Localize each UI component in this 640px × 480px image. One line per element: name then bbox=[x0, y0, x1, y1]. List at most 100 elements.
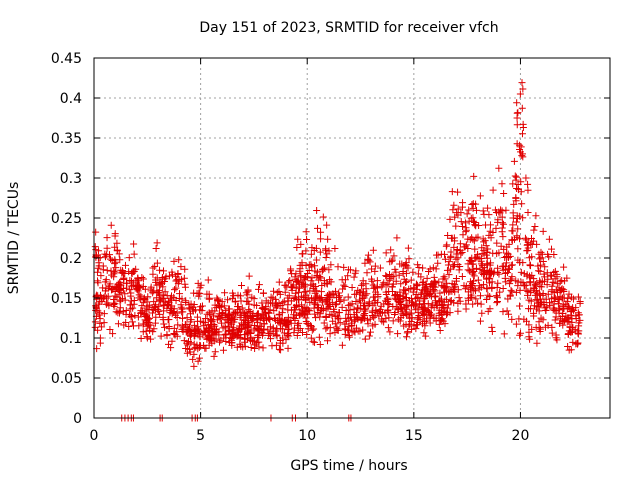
data-point bbox=[127, 292, 135, 300]
x-tick-label: 5 bbox=[196, 428, 205, 444]
data-point bbox=[382, 249, 390, 257]
data-point bbox=[250, 337, 258, 345]
data-point bbox=[125, 268, 133, 276]
data-point bbox=[256, 327, 264, 335]
y-tick-label: 0.35 bbox=[51, 131, 82, 147]
data-point bbox=[159, 313, 167, 321]
data-point bbox=[451, 213, 459, 221]
data-point bbox=[470, 172, 478, 180]
data-point bbox=[319, 306, 327, 314]
data-point bbox=[565, 317, 573, 325]
y-tick-label: 0.3 bbox=[60, 171, 82, 187]
data-point bbox=[238, 281, 246, 289]
data-point bbox=[394, 305, 402, 313]
data-point bbox=[365, 332, 373, 340]
data-point bbox=[556, 287, 564, 295]
data-point bbox=[373, 277, 381, 285]
data-point bbox=[139, 298, 147, 306]
data-point bbox=[511, 172, 519, 180]
data-point bbox=[314, 224, 322, 232]
data-point bbox=[278, 309, 286, 317]
data-point bbox=[386, 258, 394, 266]
data-point bbox=[488, 323, 496, 331]
x-tick-label: 10 bbox=[298, 428, 316, 444]
data-point bbox=[412, 290, 420, 298]
data-point bbox=[567, 308, 575, 316]
data-point bbox=[132, 277, 140, 285]
data-point bbox=[514, 225, 522, 233]
data-point bbox=[365, 300, 373, 308]
data-point bbox=[403, 278, 411, 286]
data-point bbox=[519, 214, 527, 222]
data-point bbox=[113, 239, 121, 247]
data-point bbox=[453, 246, 461, 254]
data-point bbox=[543, 281, 551, 289]
data-point bbox=[368, 277, 376, 285]
data-point bbox=[361, 259, 369, 267]
data-point bbox=[94, 326, 102, 334]
data-point bbox=[293, 332, 301, 340]
data-point bbox=[219, 324, 227, 332]
data-point bbox=[510, 200, 518, 208]
data-point bbox=[107, 221, 115, 229]
data-point bbox=[153, 239, 161, 247]
data-point bbox=[483, 295, 491, 303]
data-point bbox=[170, 286, 178, 294]
data-point bbox=[463, 210, 471, 218]
data-point bbox=[513, 109, 521, 117]
data-point bbox=[518, 200, 526, 208]
data-point bbox=[294, 326, 302, 334]
data-point bbox=[541, 263, 549, 271]
data-point bbox=[125, 322, 133, 330]
data-point bbox=[493, 284, 501, 292]
data-point bbox=[429, 283, 437, 291]
data-point bbox=[353, 304, 361, 312]
data-point bbox=[532, 288, 540, 296]
data-point bbox=[551, 316, 559, 324]
data-point bbox=[498, 219, 506, 227]
data-point bbox=[318, 267, 326, 275]
data-point bbox=[478, 244, 486, 252]
data-point bbox=[552, 331, 560, 339]
data-point bbox=[338, 341, 346, 349]
data-point bbox=[250, 301, 258, 309]
data-point bbox=[311, 262, 319, 270]
data-point bbox=[506, 292, 514, 300]
data-point bbox=[97, 272, 105, 280]
data-point bbox=[487, 267, 495, 275]
data-point bbox=[532, 212, 540, 220]
data-point bbox=[539, 227, 547, 235]
data-point bbox=[266, 335, 274, 343]
data-point bbox=[374, 293, 382, 301]
data-point bbox=[566, 323, 574, 331]
data-point bbox=[359, 311, 367, 319]
data-point bbox=[549, 278, 557, 286]
data-point bbox=[186, 345, 194, 353]
data-point bbox=[360, 294, 368, 302]
data-point bbox=[429, 264, 437, 272]
data-point bbox=[441, 284, 449, 292]
data-point bbox=[187, 300, 195, 308]
data-point bbox=[518, 104, 526, 112]
data-point bbox=[370, 313, 378, 321]
data-point bbox=[382, 291, 390, 299]
axis-ticks bbox=[93, 57, 610, 419]
data-point bbox=[98, 323, 106, 331]
y-tick-label: 0.4 bbox=[60, 91, 82, 107]
data-point bbox=[139, 328, 147, 336]
data-point bbox=[130, 250, 138, 258]
data-point bbox=[335, 293, 343, 301]
data-point bbox=[290, 311, 298, 319]
data-point bbox=[331, 312, 339, 320]
chart-title: Day 151 of 2023, SRMTID for receiver vfc… bbox=[199, 20, 498, 36]
data-point bbox=[224, 312, 232, 320]
data-point bbox=[262, 303, 270, 311]
data-point bbox=[400, 322, 408, 330]
data-point bbox=[388, 283, 396, 291]
data-point bbox=[456, 240, 464, 248]
data-point bbox=[135, 281, 143, 289]
data-point bbox=[423, 307, 431, 315]
data-point bbox=[197, 317, 205, 325]
data-point bbox=[477, 300, 485, 308]
data-point bbox=[454, 307, 462, 315]
